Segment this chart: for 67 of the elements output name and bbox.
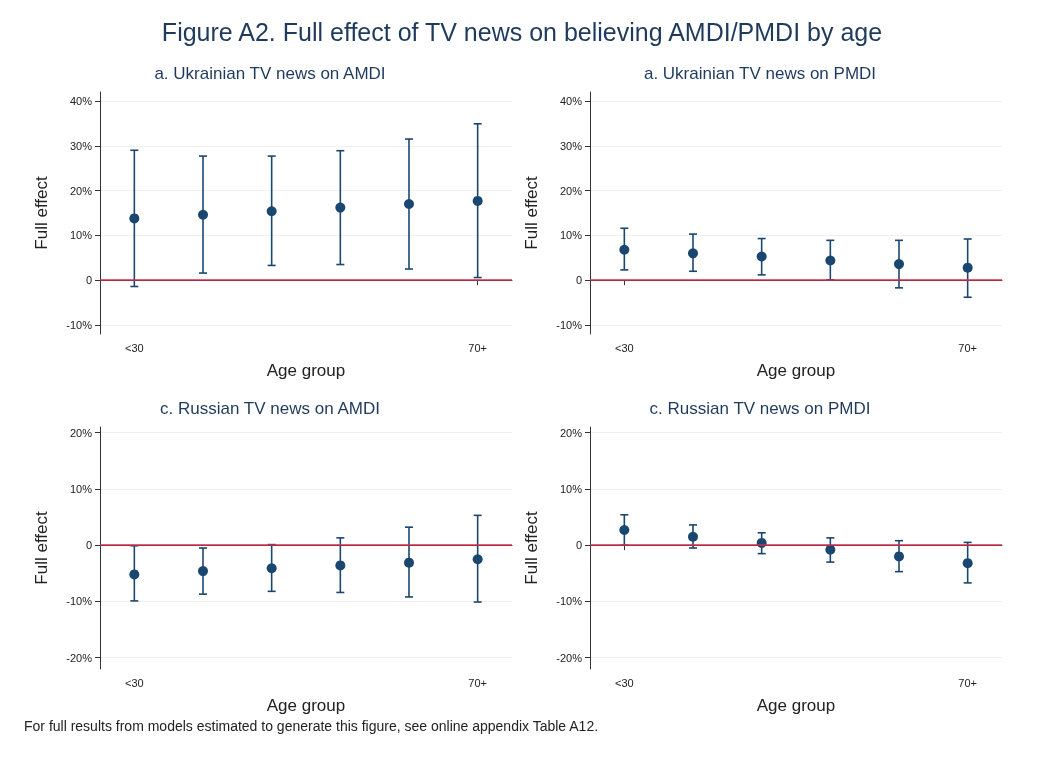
y-tick-label: -20%: [66, 651, 93, 664]
x-axis-title: Age group: [756, 361, 836, 380]
point: [619, 524, 630, 535]
y-axis-title: Full effect: [522, 176, 541, 250]
y-tick-label: 20%: [559, 184, 583, 197]
point: [129, 569, 140, 580]
y-tick-label: -10%: [556, 319, 583, 332]
text: For full results from models estimated to generate this figure, see online appendix Table A12.: [24, 718, 599, 734]
chart-title: c. Russian TV news on PMDI: [649, 399, 871, 418]
y-tick-label: -10%: [556, 595, 583, 608]
y-axis-title: Full effect: [32, 511, 51, 585]
y-tick-label: 30%: [69, 139, 93, 152]
chart-title: a. Ukrainian TV news on PMDI: [643, 64, 877, 83]
x-axis-title: Age group: [266, 696, 346, 715]
point: [688, 248, 698, 259]
y-tick-label: 10%: [69, 229, 93, 242]
point: [198, 209, 208, 220]
caption: Figure A2. Full effect of TV news on believing AMDI/PMDI by age: [160, 18, 884, 47]
y-tick-label: 30%: [559, 139, 583, 152]
point: [335, 202, 346, 213]
y-tick-label: 20%: [69, 184, 93, 197]
point: [472, 554, 483, 565]
point: [619, 244, 630, 255]
y-tick-label: 20%: [559, 426, 583, 439]
point: [404, 199, 414, 210]
y-tick-label: 10%: [559, 229, 583, 242]
point: [825, 255, 836, 266]
y-tick-label: 40%: [559, 94, 583, 107]
y-tick-label: 10%: [559, 482, 583, 495]
x-tick-label: <30: [615, 341, 634, 354]
point: [404, 557, 414, 568]
point: [894, 551, 904, 562]
x-tick-label: <30: [125, 676, 144, 689]
x-tick-label: 70+: [468, 676, 487, 689]
chart-title: c. Russian TV news on AMDI: [160, 399, 380, 418]
point: [825, 544, 836, 555]
point: [266, 563, 277, 574]
y-tick-label: -10%: [66, 595, 93, 608]
y-tick-label: 20%: [69, 426, 93, 439]
y-tick-label: 40%: [69, 94, 93, 107]
x-axis-title: Age group: [756, 696, 836, 715]
y-tick-label: 10%: [69, 482, 93, 495]
point: [266, 206, 277, 217]
x-tick-label: <30: [615, 676, 634, 689]
y-tick-label: 0: [85, 274, 92, 287]
x-tick-label: 70+: [958, 341, 977, 354]
y-axis-title: Full effect: [522, 511, 541, 585]
point: [129, 213, 140, 224]
chart-title: a. Ukrainian TV news on AMDI: [154, 64, 386, 83]
point: [688, 531, 698, 542]
y-axis-title: Full effect: [32, 176, 51, 250]
point: [756, 251, 767, 262]
point: [894, 259, 904, 270]
point: [198, 566, 208, 577]
y-tick-label: 0: [575, 274, 582, 287]
y-tick-label: -10%: [66, 319, 93, 332]
point: [472, 195, 483, 206]
point: [962, 262, 973, 273]
x-tick-label: 70+: [958, 676, 977, 689]
x-tick-label: <30: [125, 341, 144, 354]
y-tick-label: 0: [85, 539, 92, 552]
x-axis-title: Age group: [266, 361, 346, 380]
y-tick-label: 0: [575, 539, 582, 552]
point: [335, 560, 346, 571]
point: [962, 558, 973, 569]
x-tick-label: 70+: [468, 341, 487, 354]
y-tick-label: -20%: [556, 651, 583, 664]
